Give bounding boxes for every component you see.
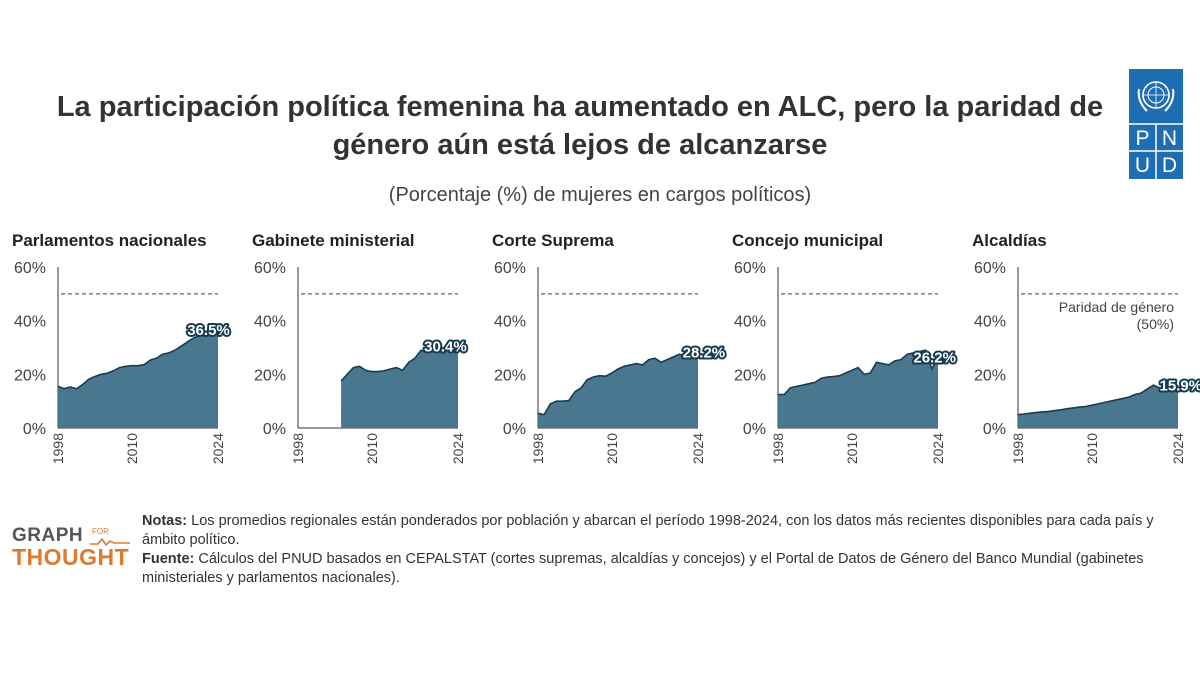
x-tick-label: 2024 [450,433,466,464]
data-label-latest: 28.2% [683,344,726,361]
x-tick-label: 2024 [1170,433,1186,464]
chart-panel-4: 0% 20% 40% 60% 1998 2010 2024 26.2% [734,260,958,464]
undp-letter-n: N [1162,127,1177,150]
y-tick-label: 0% [743,421,766,438]
y-tick-label: 60% [974,260,1006,277]
x-tick-label: 1998 [50,433,66,464]
notes-label: Notas: [142,513,188,529]
data-label-latest: 26.2% [913,350,956,367]
y-tick-label: 20% [14,367,46,384]
series-line [57,329,219,390]
notes-text: Los promedios regionales están ponderado… [142,513,1154,548]
x-tick-label: 2024 [930,433,946,464]
chart-panel-3: 0% 20% 40% 60% 1998 2010 2024 28.2% [494,260,727,464]
series-line [778,349,939,396]
y-tick-label: 40% [734,314,766,331]
y-tick-label: 0% [503,421,526,438]
y-tick-label: 0% [263,421,286,438]
logo-thought-text: THOUGHT [12,544,130,570]
parity-annotation-text: Paridad de género [1059,299,1174,315]
x-tick-label: 1998 [770,433,786,464]
y-tick-label: 20% [734,367,766,384]
series-area [341,343,458,428]
x-tick-label: 2024 [690,433,706,464]
x-tick-label: 1998 [1010,433,1026,464]
y-tick-label: 0% [23,421,46,438]
x-tick-label: 1998 [290,433,306,464]
source-label: Fuente: [142,551,195,567]
small-multiples-chart: 0% 20% 40% 60% 1998 2010 2024 36.5% 0% 20% 40% 60% 1… [14,260,1200,464]
chart-panel-5: 0% 20% 40% 60% 1998 2010 2024 15.9% Paridad de g… [974,260,1200,464]
panel-title-gabinete: Gabinete ministerial [252,231,415,250]
notes-paragraph: Notas: Los promedios regionales están po… [142,512,1182,550]
x-tick-label: 2010 [1084,433,1100,464]
x-tick-label: 2010 [604,433,620,464]
panel-title-parlamentos: Parlamentos nacionales [12,231,207,250]
logo-squiggle-icon [90,537,130,547]
chart-title-line-1: La participación política femenina ha au… [56,91,1104,123]
x-tick-label: 2010 [844,433,860,464]
series-area [538,352,698,428]
source-text: Cálculos del PNUD basados en CEPALSTAT (… [142,551,1144,586]
series-area [58,330,218,428]
chart-title: La participación política femenina ha au… [40,88,1120,164]
y-tick-label: 20% [494,367,526,384]
data-label-latest: 36.5% [187,322,230,339]
source-paragraph: Fuente: Cálculos del PNUD basados en CEP… [142,550,1182,588]
series-line [340,342,459,382]
series-area [1018,385,1178,428]
y-tick-label: 40% [254,314,286,331]
series-line [1017,384,1179,416]
chart-title-line-2: género aún está lejos de alcanzarse [332,129,828,161]
data-label-latest: 30.4% [424,338,467,355]
chart-panel-1: 0% 20% 40% 60% 1998 2010 2024 36.5% [14,260,232,464]
panel-title-concejo: Concejo municipal [732,231,884,250]
undp-letter-p: P [1135,127,1149,150]
parity-annotation-text: (50%) [1137,316,1174,332]
x-tick-label: 2010 [124,433,140,464]
y-tick-label: 40% [974,314,1006,331]
y-tick-label: 20% [254,367,286,384]
data-label-latest: 15.9% [1160,377,1200,394]
notes-block: Notas: Los promedios regionales están po… [142,512,1182,588]
y-tick-label: 60% [494,260,526,277]
un-emblem-icon [1137,81,1175,112]
x-tick-label: 2010 [364,433,380,464]
undp-logo: P N U D [1129,69,1183,179]
y-tick-label: 60% [734,260,766,277]
panel-title-alcaldias: Alcaldías [972,231,1047,250]
undp-letter-d: D [1162,154,1177,177]
logo-graph-text: GRAPH [12,525,84,546]
undp-letter-u: U [1135,154,1150,177]
y-tick-label: 0% [983,421,1006,438]
y-tick-label: 20% [974,367,1006,384]
x-tick-label: 1998 [530,433,546,464]
series-line [537,351,699,416]
series-area [778,350,938,428]
logo-for-text: FOR [92,527,109,536]
chart-subtitle: (Porcentaje (%) de mujeres en cargos pol… [388,184,812,206]
y-tick-label: 40% [494,314,526,331]
panel-title-corte: Corte Suprema [492,231,614,250]
chart-panel-2: 0% 20% 40% 60% 1998 2010 2024 30.4% [254,260,469,464]
y-tick-label: 60% [14,260,46,277]
y-tick-label: 40% [14,314,46,331]
y-tick-label: 60% [254,260,286,277]
x-tick-label: 2024 [210,433,226,464]
graph-for-thought-logo: GRAPH FOR THOUGHT [12,526,137,570]
